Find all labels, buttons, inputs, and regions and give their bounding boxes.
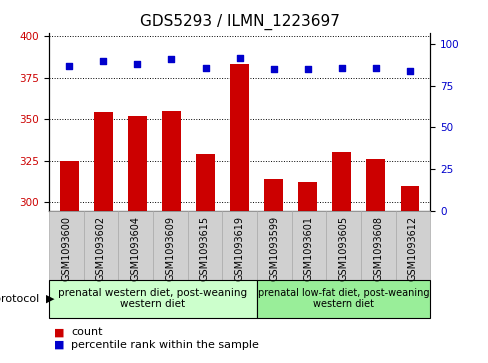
Text: GSM1093600: GSM1093600 [61,216,71,281]
Title: GDS5293 / ILMN_1223697: GDS5293 / ILMN_1223697 [140,14,339,30]
Point [405,68,413,74]
Bar [366,159,385,211]
Text: GSM1093612: GSM1093612 [407,216,417,281]
Text: GSM1093609: GSM1093609 [165,216,175,281]
Point [337,65,345,70]
Text: ■: ■ [54,340,64,350]
Text: GSM1093619: GSM1093619 [234,216,244,281]
Text: ■: ■ [54,327,64,337]
Text: ▶: ▶ [46,294,55,303]
Point [65,63,73,69]
Point [167,56,175,62]
Point [235,55,243,61]
Text: GSM1093601: GSM1093601 [304,216,313,281]
Point [99,58,107,64]
Text: prenatal western diet, post-weaning
western diet: prenatal western diet, post-weaning west… [58,288,247,309]
Bar [162,111,181,211]
Text: percentile rank within the sample: percentile rank within the sample [71,340,258,350]
Bar [94,113,113,211]
Bar [264,179,283,211]
Text: GSM1093605: GSM1093605 [338,216,348,281]
Text: GSM1093615: GSM1093615 [200,216,209,281]
Bar [298,182,316,211]
Text: GSM1093602: GSM1093602 [96,216,106,281]
Text: GSM1093599: GSM1093599 [269,216,279,281]
Bar [332,152,350,211]
Bar [230,64,248,211]
Point [269,66,277,72]
Text: prenatal low-fat diet, post-weaning
western diet: prenatal low-fat diet, post-weaning west… [257,288,428,309]
Point [303,66,311,72]
Point [201,65,209,70]
Text: count: count [71,327,102,337]
Text: protocol: protocol [0,294,39,303]
Point [133,61,141,67]
Point [371,65,379,70]
Text: GSM1093608: GSM1093608 [372,216,383,281]
Bar [196,154,215,211]
Bar [128,116,146,211]
Bar [60,161,79,211]
Bar [400,185,418,211]
Text: GSM1093604: GSM1093604 [130,216,140,281]
